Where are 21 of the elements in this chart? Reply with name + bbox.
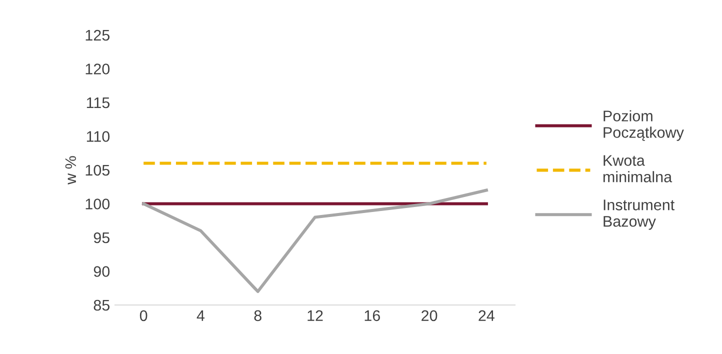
legend-label: Kwota minimalna xyxy=(603,155,672,182)
y-tick-label: 125 xyxy=(86,30,110,41)
x-tick-label: 8 xyxy=(254,310,262,322)
legend-label: Instrument Bazowy xyxy=(604,200,675,230)
x-tick-label: 0 xyxy=(140,310,148,322)
x-tick-label: 4 xyxy=(196,310,205,321)
y-tick-label: 95 xyxy=(94,232,110,244)
y-tick-label: 120 xyxy=(86,64,110,74)
y-tick-label: 85 xyxy=(94,300,110,311)
y-tick-label: 115 xyxy=(86,98,110,108)
line-series xyxy=(142,188,488,294)
y-axis-title: w % xyxy=(65,156,76,184)
x-tick-label: 16 xyxy=(364,310,380,322)
x-tick-label: 20 xyxy=(422,310,438,322)
y-tick-label: 90 xyxy=(94,266,110,277)
y-tick-label: 100 xyxy=(86,198,110,210)
legend-label: Poziom Początkowy xyxy=(604,110,684,141)
x-tick-label: 12 xyxy=(308,310,323,321)
y-tick-label: 105 xyxy=(86,164,110,176)
x-tick-label: 24 xyxy=(478,310,494,321)
y-tick-label: 110 xyxy=(86,131,110,142)
